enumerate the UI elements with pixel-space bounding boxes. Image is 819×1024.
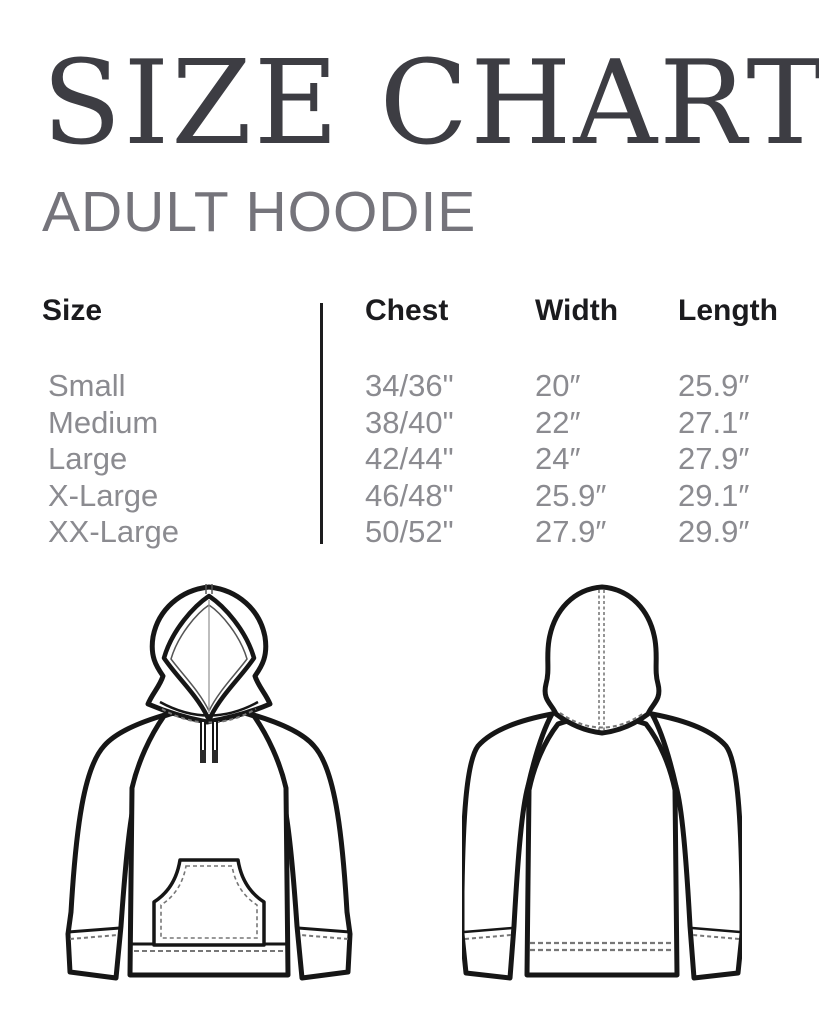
table-row: Small 34/36" 20″ 25.9″ — [0, 368, 819, 405]
cell-size: Medium — [48, 404, 159, 440]
col-header-size: Size — [42, 294, 103, 327]
col-header-width: Width — [535, 294, 619, 327]
page-title: SIZE CHART — [42, 36, 819, 171]
col-header-chest: Chest — [365, 294, 449, 327]
cell-chest: 34/36" — [365, 368, 454, 403]
hoodie-front-illustration — [64, 582, 354, 987]
cell-width: 20″ — [535, 368, 581, 403]
hoodie-back-illustration — [462, 582, 742, 987]
cell-length: 27.1″ — [678, 404, 750, 440]
cell-size: X-Large — [48, 477, 159, 513]
table-row: Medium 38/40" 22″ 27.1″ — [0, 405, 819, 442]
hoodie-front-drawing — [65, 584, 353, 981]
cell-chest: 38/40" — [365, 404, 454, 440]
cell-width: 22″ — [535, 404, 581, 440]
cell-width: 27.9″ — [535, 514, 607, 549]
cell-length: 29.1″ — [678, 477, 750, 513]
cell-width: 25.9″ — [535, 477, 607, 513]
cell-chest: 46/48" — [365, 477, 454, 513]
table-row: XX-Large 50/52" 27.9″ 29.9″ — [0, 514, 819, 551]
cell-length: 29.9″ — [678, 514, 750, 549]
cell-chest: 50/52" — [365, 514, 454, 549]
cell-length: 27.9″ — [678, 441, 750, 476]
page-subtitle: ADULT HOODIE — [42, 180, 477, 244]
col-header-length: Length — [678, 294, 778, 327]
cell-length: 25.9″ — [678, 368, 750, 403]
cell-chest: 42/44" — [365, 441, 454, 476]
table-vertical-divider — [320, 303, 323, 544]
size-table-body: Small 34/36" 20″ 25.9″ Medium 38/40" 22″… — [0, 368, 819, 551]
back-torso — [524, 714, 680, 978]
back-hood — [542, 584, 662, 736]
front-drawstrings — [200, 720, 218, 763]
cell-size: XX-Large — [48, 514, 179, 549]
table-row: Large 42/44" 24″ 27.9″ — [0, 441, 819, 478]
cell-width: 24″ — [535, 441, 581, 476]
cell-size: Small — [48, 368, 126, 403]
hoodie-back-drawing — [462, 584, 742, 981]
size-table-header: Size Chest Width Length — [0, 294, 819, 328]
cell-size: Large — [48, 441, 128, 476]
table-row: X-Large 46/48" 25.9″ 29.1″ — [0, 478, 819, 515]
